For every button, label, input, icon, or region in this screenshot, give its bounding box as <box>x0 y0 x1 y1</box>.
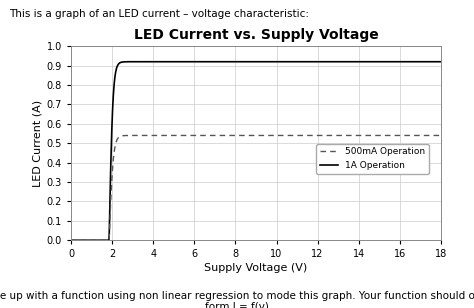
Title: LED Current vs. Supply Voltage: LED Current vs. Supply Voltage <box>134 28 378 42</box>
Legend: 500mA Operation, 1A Operation: 500mA Operation, 1A Operation <box>316 144 429 174</box>
X-axis label: Supply Voltage (V): Supply Voltage (V) <box>204 263 308 274</box>
Text: Come up with a function using non linear regression to mode this graph. Your fun: Come up with a function using non linear… <box>0 291 474 301</box>
Text: This is a graph of an LED current – voltage characteristic:: This is a graph of an LED current – volt… <box>9 9 310 19</box>
Text: form I = f(v): form I = f(v) <box>205 302 269 308</box>
Y-axis label: LED Current (A): LED Current (A) <box>33 100 43 187</box>
